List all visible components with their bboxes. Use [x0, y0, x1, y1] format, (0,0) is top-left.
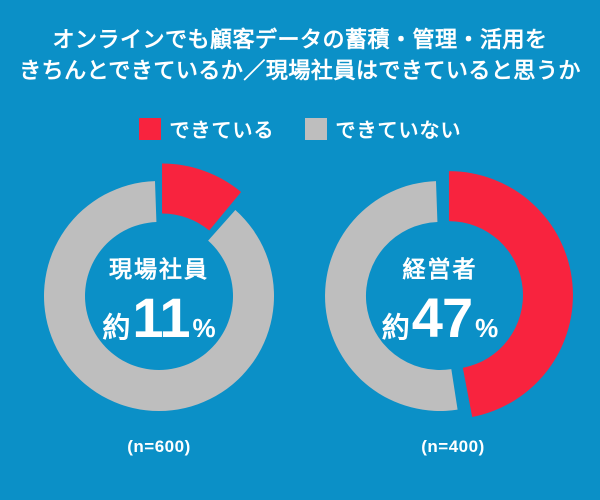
chart-title-line-1: オンラインでも顧客データの蓄積・管理・活用を	[52, 27, 548, 52]
donut-sample-size: (n=600)	[127, 437, 191, 456]
donut-group-name: 経営者	[402, 256, 478, 282]
donut-chart-field-employees: 現場社員 約11% (n=600)	[24, 161, 294, 461]
donut-ring-field-employees	[44, 163, 275, 411]
percent-sign: %	[475, 313, 499, 343]
donut-center-value: 約47%	[305, 290, 575, 346]
percent-number: 47	[411, 286, 473, 349]
donut-ring-executives	[325, 171, 573, 417]
legend-swatch-gray	[304, 117, 327, 140]
legend-item-dekiteinai: できていない	[304, 114, 462, 143]
donut-chart-executives: 経営者 約47% (n=400)	[305, 161, 575, 461]
approx-prefix: 約	[102, 312, 131, 343]
percent-number: 11	[132, 286, 190, 349]
chart-title: オンラインでも顧客データの蓄積・管理・活用を きちんとできているか／現場社員はで…	[0, 24, 600, 86]
approx-prefix: 約	[381, 312, 410, 343]
legend-item-dekiteiru: できている	[138, 114, 275, 143]
donut-center-label-executives: 経営者 約47%	[305, 250, 575, 346]
chart-title-line-2: きちんとできているか／現場社員はできていると思うか	[19, 58, 581, 83]
legend-label-dekiteinai: できていない	[335, 120, 462, 142]
donut-group-name: 現場社員	[109, 256, 209, 282]
donut-center-label-field-employees: 現場社員 約11%	[24, 250, 294, 346]
percent-sign: %	[192, 313, 216, 343]
chart-legend: できている できていない	[0, 114, 600, 143]
donut-center-value: 約11%	[24, 290, 294, 346]
legend-swatch-red	[138, 117, 161, 140]
legend-label-dekiteiru: できている	[169, 120, 275, 142]
donut-sample-size: (n=400)	[421, 437, 485, 456]
